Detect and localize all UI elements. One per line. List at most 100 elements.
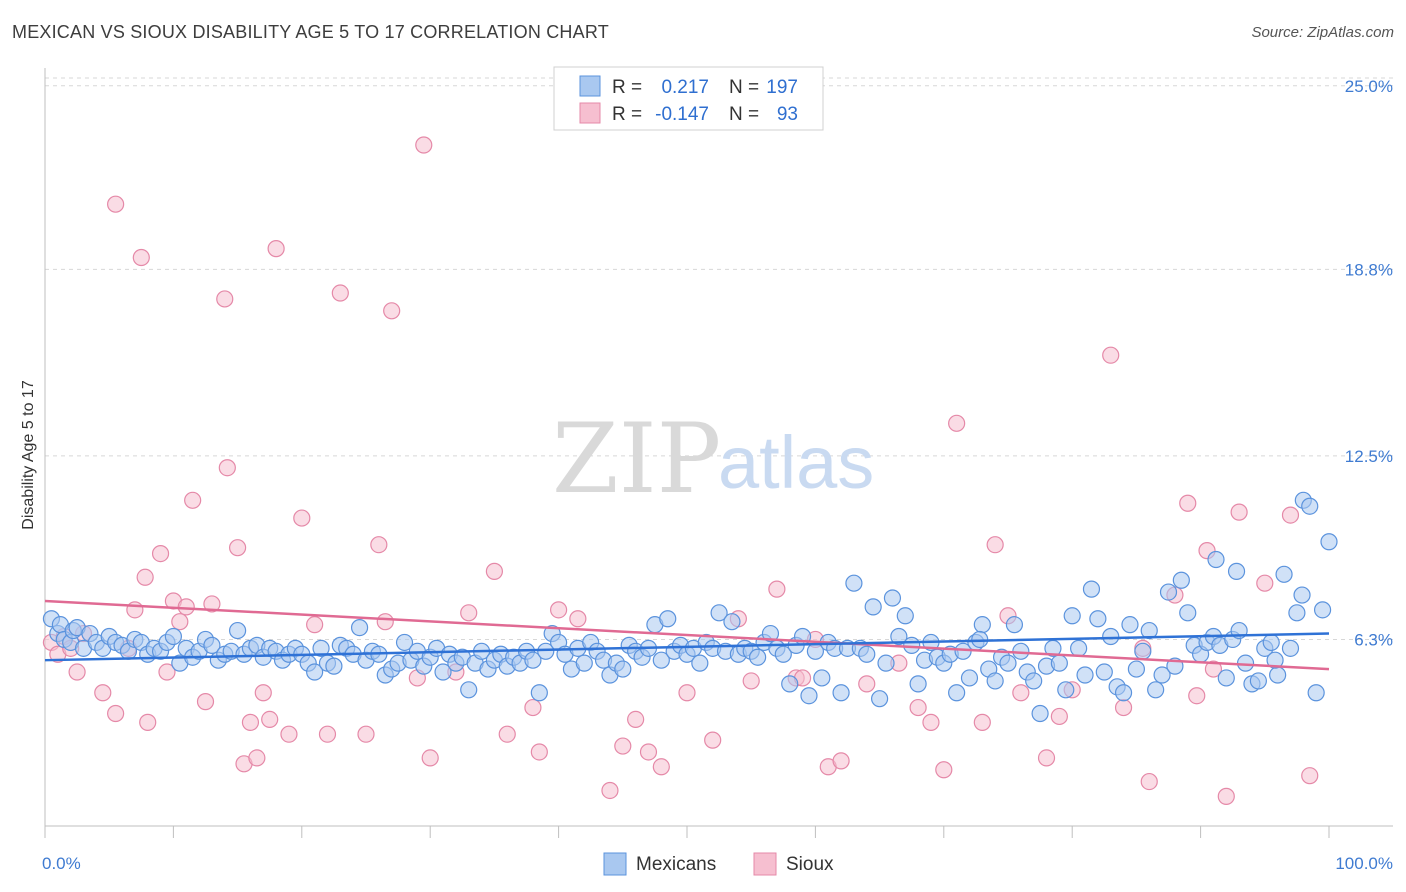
y-tick-label: 18.8% — [1345, 260, 1393, 279]
watermark-atlas: atlas — [718, 421, 874, 504]
point-mexicans — [986, 672, 1004, 690]
trend-line-mexicans — [44, 632, 1330, 662]
point-sioux — [909, 698, 927, 717]
point-sioux — [196, 693, 215, 711]
point-sioux — [652, 758, 670, 776]
point-sioux — [614, 737, 632, 755]
point-mexicans — [1134, 642, 1152, 660]
point-mexicans — [800, 687, 818, 705]
source-label: Source: ZipAtlas.com — [1251, 24, 1394, 41]
series-legend: Mexicans Sioux — [603, 852, 834, 876]
point-sioux — [627, 710, 645, 729]
y-tick-labels: 6.3% 12.5% 18.8% 25.0% — [1345, 77, 1393, 650]
point-sioux — [832, 752, 850, 770]
point-mexicans — [1095, 663, 1113, 681]
grid-lines — [45, 77, 1393, 640]
stats-legend-r-label-mexicans: R = — [612, 77, 642, 98]
point-mexicans — [960, 669, 979, 687]
stats-legend-r-label-sioux: R = — [612, 104, 642, 125]
point-mexicans — [691, 654, 709, 672]
point-sioux — [973, 713, 991, 731]
point-mexicans — [1281, 639, 1300, 657]
stats-legend-r-value-mexicans: 0.217 — [661, 77, 709, 98]
point-mexicans — [537, 642, 555, 660]
point-mexicans — [350, 619, 369, 637]
point-mexicans — [1262, 633, 1280, 652]
point-mexicans — [870, 690, 889, 708]
point-sioux — [357, 725, 375, 743]
point-sioux — [1217, 787, 1235, 805]
point-mexicans — [973, 616, 991, 634]
point-mexicans — [325, 657, 343, 675]
trend-lines — [44, 599, 1330, 671]
point-sioux — [485, 562, 503, 580]
point-sioux — [293, 509, 311, 527]
point-sioux — [935, 761, 953, 779]
stats-legend: R = 0.217 N = 197 R = -0.147 N = 93 — [553, 66, 824, 131]
point-mexicans — [781, 675, 799, 693]
stats-legend-swatch-sioux — [579, 102, 601, 124]
point-mexicans — [1057, 681, 1075, 699]
axes — [44, 68, 1393, 827]
point-sioux — [376, 613, 394, 631]
point-mexicans — [434, 663, 452, 681]
point-mexicans — [1275, 565, 1293, 583]
point-mexicans — [1089, 610, 1107, 628]
point-mexicans — [575, 654, 593, 672]
point-mexicans — [1127, 660, 1146, 678]
point-mexicans — [749, 648, 767, 666]
point-mexicans — [460, 681, 478, 699]
point-sioux — [318, 725, 337, 743]
point-mexicans — [710, 604, 728, 622]
point-mexicans — [1249, 672, 1267, 690]
point-sioux — [460, 604, 478, 622]
point-mexicans — [312, 639, 330, 657]
point-mexicans — [845, 574, 863, 592]
point-sioux — [1114, 698, 1133, 717]
point-sioux — [1179, 494, 1197, 512]
point-mexicans — [813, 669, 831, 687]
point-mexicans — [229, 621, 247, 640]
y-axis-label: Disability Age 5 to 17 — [20, 380, 37, 530]
point-mexicans — [1207, 550, 1225, 569]
point-sioux — [280, 725, 298, 743]
point-mexicans — [1266, 651, 1284, 669]
y-tick-label: 6.3% — [1354, 630, 1393, 649]
point-mexicans — [1172, 571, 1190, 589]
point-mexicans — [164, 627, 182, 646]
point-mexicans — [1269, 666, 1287, 684]
point-mexicans — [306, 663, 324, 681]
point-mexicans — [1102, 627, 1120, 646]
point-mexicans — [614, 660, 632, 678]
series-sioux-points — [42, 136, 1319, 805]
point-mexicans — [864, 598, 882, 616]
point-sioux — [139, 713, 157, 731]
point-sioux — [151, 544, 170, 563]
series-legend-swatch-sioux — [753, 852, 777, 876]
point-mexicans — [530, 684, 548, 702]
stats-legend-swatch-mexicans — [579, 75, 601, 97]
series-legend-label-mexicans: Mexicans — [636, 854, 716, 875]
point-sioux — [68, 663, 86, 681]
watermark: ZIP atlas — [552, 403, 874, 515]
point-sioux — [524, 698, 542, 717]
point-sioux — [158, 663, 176, 681]
point-sioux — [203, 595, 221, 613]
point-mexicans — [203, 636, 221, 654]
point-mexicans — [1217, 669, 1235, 687]
y-tick-label: 25.0% — [1345, 77, 1393, 96]
series-legend-label-sioux: Sioux — [786, 854, 834, 875]
point-mexicans — [1082, 580, 1101, 598]
point-mexicans — [1288, 604, 1306, 622]
point-mexicans — [1070, 639, 1088, 657]
point-sioux — [948, 414, 966, 432]
point-sioux — [742, 672, 760, 690]
point-sioux — [248, 749, 266, 767]
point-mexicans — [1307, 684, 1325, 702]
point-sioux — [1188, 687, 1206, 705]
point-mexicans — [903, 636, 921, 654]
point-sioux — [107, 704, 125, 723]
point-sioux — [94, 684, 112, 702]
point-mexicans — [890, 627, 908, 646]
